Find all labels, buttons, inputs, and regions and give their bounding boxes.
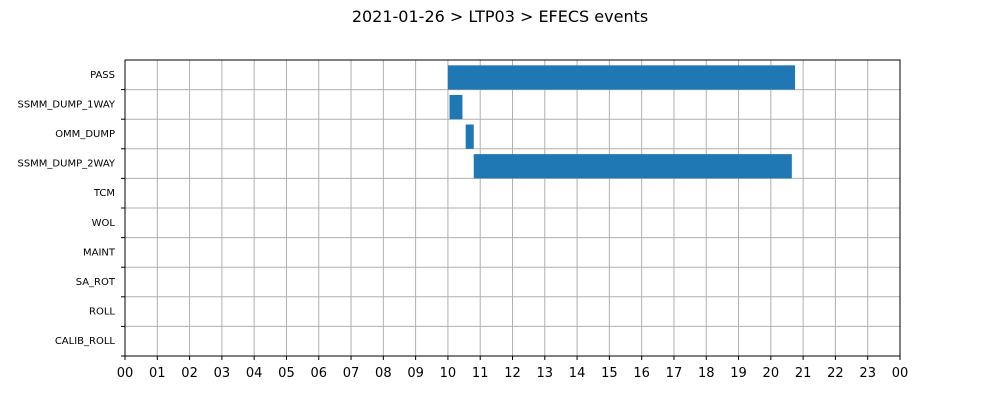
x-tick-label: 09 bbox=[407, 366, 424, 381]
x-tick-label: 16 bbox=[633, 366, 650, 381]
x-tick-label: 02 bbox=[181, 366, 198, 381]
grid-layer bbox=[124, 60, 901, 357]
bar-layer bbox=[447, 65, 796, 179]
x-tick-label: 15 bbox=[601, 366, 618, 381]
chart-title: 2021-01-26 > LTP03 > EFECS events bbox=[352, 7, 648, 26]
x-tick-label: 23 bbox=[859, 366, 876, 381]
y-tick-label: TCM bbox=[93, 188, 115, 199]
x-tick-label: 05 bbox=[278, 366, 295, 381]
x-tick-label: 04 bbox=[246, 366, 263, 381]
y-tick-label: PASS bbox=[90, 70, 115, 81]
x-tick-label: 22 bbox=[827, 366, 844, 381]
y-tick-label: CALIB_ROLL bbox=[55, 336, 116, 347]
x-tick-label: 00 bbox=[117, 366, 134, 381]
x-tick-label: 12 bbox=[504, 366, 521, 381]
y-tick-label: SSMM_DUMP_2WAY bbox=[17, 159, 115, 170]
event-bar bbox=[447, 65, 796, 90]
y-tick-label: OMM_DUMP bbox=[55, 129, 115, 140]
event-bar bbox=[449, 94, 463, 120]
axis-layer: 00 01 02 03 04 05 06 07 08 09 10 11 12 13 14 15 16 17 18 19… bbox=[17, 70, 908, 381]
y-tick-label: SSMM_DUMP_1WAY bbox=[17, 99, 115, 110]
x-tick-label: 10 bbox=[440, 366, 457, 381]
x-tick-label: 11 bbox=[472, 366, 489, 381]
x-tick-label: 07 bbox=[343, 366, 360, 381]
x-tick-label: 21 bbox=[795, 366, 812, 381]
x-tick-label: 18 bbox=[698, 366, 715, 381]
x-tick-label: 01 bbox=[149, 366, 166, 381]
plot-frame bbox=[124, 59, 901, 357]
event-bar bbox=[473, 154, 792, 179]
x-tick-label: 17 bbox=[666, 366, 683, 381]
x-tick-label: 08 bbox=[375, 366, 392, 381]
x-tick-label: 00 bbox=[892, 366, 909, 381]
x-tick-label: 06 bbox=[310, 366, 327, 381]
y-tick-label: MAINT bbox=[83, 247, 116, 258]
event-bar bbox=[465, 124, 474, 149]
x-tick-label: 13 bbox=[537, 366, 554, 381]
y-tick-label: SA_ROT bbox=[76, 277, 116, 288]
y-tick-label: WOL bbox=[92, 218, 116, 229]
x-tick-label: 03 bbox=[214, 366, 231, 381]
x-tick-label: 14 bbox=[569, 366, 586, 381]
x-tick-label: 19 bbox=[730, 366, 747, 381]
y-tick-label: ROLL bbox=[89, 307, 115, 318]
x-tick-label: 20 bbox=[763, 366, 780, 381]
